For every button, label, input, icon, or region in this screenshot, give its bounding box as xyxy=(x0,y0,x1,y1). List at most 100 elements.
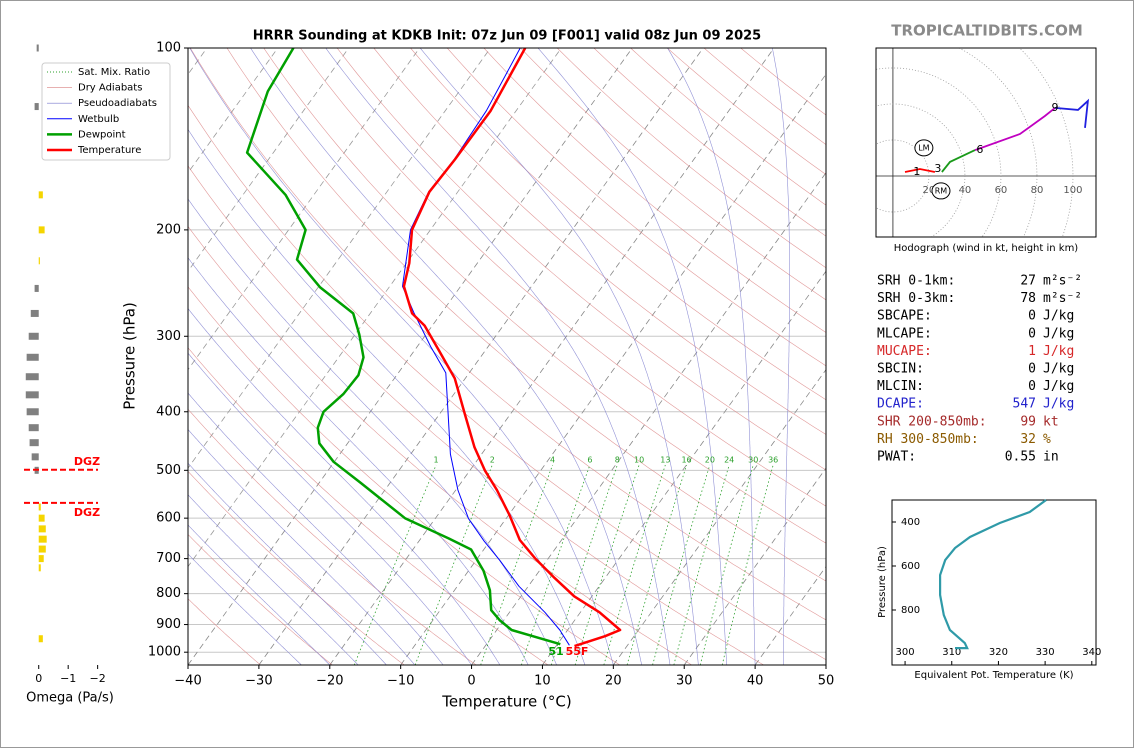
omega-bar xyxy=(31,453,39,461)
x-tick-label: −1 xyxy=(60,672,76,685)
storm-motion-marker xyxy=(914,139,934,157)
background-lines xyxy=(188,48,826,665)
height-label: 6 xyxy=(976,143,983,156)
stat-label: SBCAPE: xyxy=(877,309,932,324)
omega-bar xyxy=(34,103,39,111)
omega-bar xyxy=(28,424,39,432)
mixing-ratio-line xyxy=(603,464,666,665)
hodo-ring xyxy=(876,139,930,213)
mixing-ratio-label: 13 xyxy=(660,456,670,465)
y-tick-label: 300 xyxy=(156,329,181,344)
hodograph-caption: Hodograph (wind in kt, height in km) xyxy=(894,243,1079,254)
stat-unit: m²s⁻² xyxy=(1043,291,1082,306)
x-tick-label: −2 xyxy=(90,672,106,685)
stat-value: 27 xyxy=(1020,274,1036,289)
hodo-frame xyxy=(875,47,1097,238)
x-tick-label: 10 xyxy=(534,674,551,689)
dry-adiabat xyxy=(300,48,826,507)
dry-adiabat xyxy=(410,48,826,401)
stat-value: 0 xyxy=(1028,326,1036,341)
x-tick-label: 40 xyxy=(747,674,764,689)
storm-motion-label: LM xyxy=(918,143,929,152)
pseudoadiabat xyxy=(419,48,699,665)
pseudoadiabat xyxy=(772,48,790,665)
stat-value: 0 xyxy=(1028,309,1036,324)
stat-value: 78 xyxy=(1020,291,1036,306)
mixing-ratio-label: 16 xyxy=(681,456,691,465)
omega-bar xyxy=(38,564,41,572)
x-tick-label: −20 xyxy=(316,674,343,689)
stat-label: SRH 0-3km: xyxy=(877,291,955,306)
omega-bar xyxy=(38,545,46,553)
dry-adiabat xyxy=(188,347,549,665)
y-tick-label: 700 xyxy=(156,551,181,566)
omega-label: Omega (Pa/s) xyxy=(26,691,114,706)
pseudoadiabat xyxy=(188,429,416,665)
omega-bar xyxy=(38,525,46,533)
omega-bar xyxy=(26,353,39,361)
x-tick-label: −30 xyxy=(245,674,272,689)
hodo-ring xyxy=(876,103,966,237)
dgz-label: DGZ xyxy=(74,455,100,468)
storm-motion-marker xyxy=(931,182,951,200)
hodo-ring xyxy=(876,67,1002,237)
hodo-ring xyxy=(958,48,1038,237)
stat-value: 0.55 xyxy=(1005,450,1036,465)
legend-label: Wetbulb xyxy=(78,114,119,125)
x-tick-label: 300 xyxy=(896,647,915,658)
omega-bar xyxy=(38,555,44,563)
y-tick-label: 600 xyxy=(156,511,181,526)
pseudoadiabat xyxy=(188,553,302,665)
pseudoadiabat xyxy=(188,462,387,665)
thetae-frame xyxy=(891,499,1097,666)
stat-value: 1 xyxy=(1028,344,1036,359)
x-tick-label: 310 xyxy=(942,647,961,658)
hodo-ring-label: 20 xyxy=(923,185,936,196)
legend-label: Dry Adiabats xyxy=(78,83,142,94)
pseudoadiabat xyxy=(188,494,359,665)
stat-label: MUCAPE: xyxy=(877,344,932,359)
pseudoadiabat xyxy=(325,48,671,665)
stat-unit: m²s⁻² xyxy=(1043,274,1082,289)
stat-label: MLCAPE: xyxy=(877,326,932,341)
dry-adiabat xyxy=(188,534,333,665)
legend-label: Sat. Mix. Ratio xyxy=(78,67,150,78)
dry-adiabat xyxy=(190,48,826,621)
hodo-ring-label: 80 xyxy=(1031,185,1044,196)
height-label: 9 xyxy=(1051,101,1058,114)
dry-adiabat xyxy=(263,48,826,544)
hodo-trace xyxy=(941,149,976,173)
hodo-ring-label: 40 xyxy=(959,185,972,196)
grid-line xyxy=(471,172,826,665)
y-tick-label: 800 xyxy=(901,605,920,616)
x-tick-label: 340 xyxy=(1082,647,1101,658)
height-label: 3 xyxy=(934,162,941,175)
dry-adiabat xyxy=(483,48,826,333)
y-tick-label: 600 xyxy=(901,561,920,572)
omega-bar xyxy=(38,191,43,199)
stat-label: DCAPE: xyxy=(877,397,924,412)
y-tick-label: 500 xyxy=(156,463,181,478)
y-tick-label: 400 xyxy=(901,517,920,528)
stat-unit: J/kg xyxy=(1043,326,1074,341)
x-tick-label: 50 xyxy=(818,674,835,689)
mixing-ratio-line xyxy=(626,464,687,665)
pseudoadiabat xyxy=(667,48,756,665)
dry-adiabat xyxy=(188,165,764,665)
pseudoadiabat xyxy=(188,308,501,665)
omega-bar xyxy=(29,439,39,447)
stat-unit: % xyxy=(1043,432,1051,447)
stat-label: PWAT: xyxy=(877,450,916,465)
y-tick-label: 1000 xyxy=(148,645,181,660)
chart-title: HRRR Sounding at KDKB Init: 07z Jun 09 [… xyxy=(253,29,761,44)
grid-line xyxy=(188,48,633,665)
dry-adiabat xyxy=(520,48,826,301)
stat-unit: kt xyxy=(1043,414,1059,429)
y-tick-label: 400 xyxy=(156,404,181,419)
stat-unit: J/kg xyxy=(1043,397,1074,412)
stat-value: 0 xyxy=(1028,379,1036,394)
mixing-ratio-label: 30 xyxy=(748,456,758,465)
height-label: 1 xyxy=(913,165,920,178)
x-tick-label: −40 xyxy=(174,674,201,689)
